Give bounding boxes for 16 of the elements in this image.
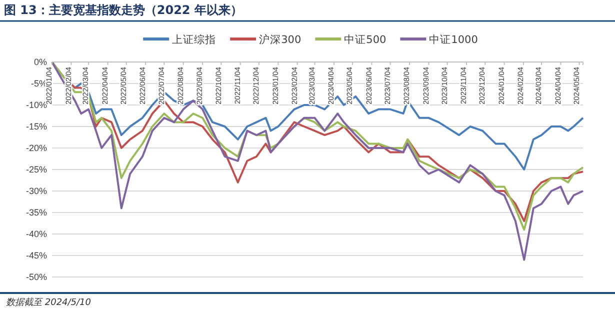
- y-tick-label: -20%: [26, 142, 47, 153]
- y-tick-label: -45%: [26, 250, 47, 260]
- legend-label: 上证综指: [172, 33, 216, 46]
- y-tick-label: -25%: [26, 164, 47, 174]
- text: 数据截至 2024/5/10: [6, 297, 92, 308]
- y-tick-label: -30%: [26, 186, 47, 196]
- legend-label: 沪深300: [259, 33, 302, 46]
- y-tick-label: 0%: [34, 56, 47, 67]
- y-tick-label: -15%: [26, 121, 47, 132]
- y-tick-label: -10%: [26, 100, 47, 110]
- y-tick-label: -40%: [26, 228, 47, 239]
- y-tick-label: -50%: [26, 272, 47, 282]
- y-tick-label: -35%: [26, 207, 47, 218]
- legend-label: 中证1000: [429, 33, 478, 46]
- chart-title: 图 13：主要宽基指数走势（2022 年以来）: [4, 3, 242, 17]
- legend-label: 中证500: [344, 33, 386, 46]
